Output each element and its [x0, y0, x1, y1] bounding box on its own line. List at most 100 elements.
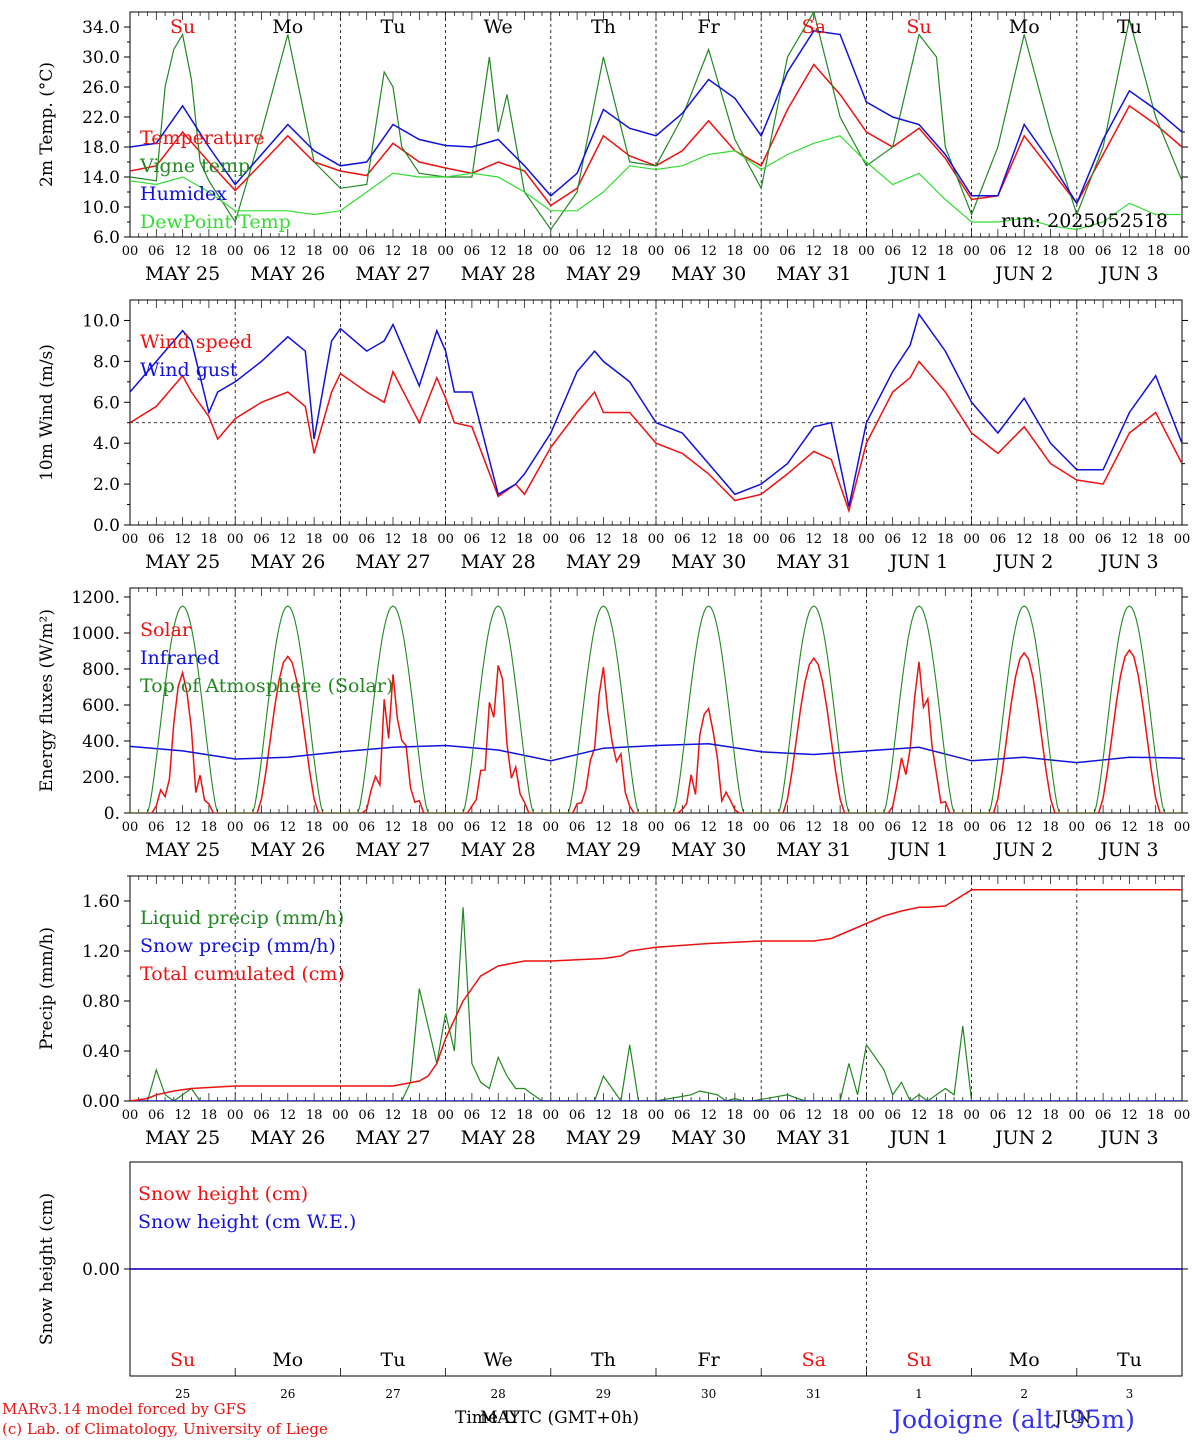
- hour-tick-label: 06: [464, 820, 481, 835]
- hour-tick-label: 06: [1095, 244, 1112, 259]
- y-tick-label: 14.0: [82, 168, 120, 188]
- date-label: MAY 29: [566, 839, 641, 861]
- legend-entry: Snow precip (mm/h): [140, 935, 336, 957]
- hour-tick-label: 12: [595, 1108, 612, 1123]
- y-tick-label: 200.: [82, 768, 120, 788]
- hour-tick-label: 06: [358, 1108, 375, 1123]
- date-label: MAY 30: [671, 263, 746, 285]
- panel-precip: 00 06 12 18 00 06 12 18 00 06 12 18 00 06 12 18 00 06 12 18…: [37, 875, 1190, 1149]
- hour-tick-label: 06: [1095, 532, 1112, 547]
- hour-tick-label: 06: [779, 820, 796, 835]
- date-label: JUN 2: [993, 839, 1053, 861]
- hour-tick-label: 00: [122, 1108, 139, 1123]
- hour-tick-label: 00: [227, 820, 244, 835]
- day-number-label: 26: [280, 1387, 295, 1401]
- date-label: MAY 27: [355, 263, 430, 285]
- hour-tick-label: 00: [437, 244, 454, 259]
- y-tick-label: 6.0: [93, 228, 120, 248]
- hour-tick-label: 18: [411, 532, 428, 547]
- weekday-label: Mo: [1009, 1349, 1040, 1371]
- hour-tick-label: 00: [332, 1108, 349, 1123]
- hour-tick-label: 12: [1016, 820, 1033, 835]
- hour-tick-label: 06: [253, 244, 270, 259]
- date-label: MAY 30: [671, 1127, 746, 1149]
- hour-tick-label: 06: [358, 532, 375, 547]
- hour-tick-label: 00: [963, 244, 980, 259]
- legend-entry: Total cumulated (cm): [140, 963, 345, 985]
- y-tick-label: 600.: [82, 696, 120, 716]
- hour-tick-label: 00: [963, 820, 980, 835]
- hour-tick-label: 06: [990, 244, 1007, 259]
- hour-tick-label: 00: [858, 532, 875, 547]
- hour-tick-label: 06: [990, 532, 1007, 547]
- hour-tick-label: 00: [543, 244, 560, 259]
- date-label: MAY 25: [145, 1127, 220, 1149]
- day-number-label: 31: [806, 1387, 821, 1401]
- panel-wind: 00 06 12 18 00 06 12 18 00 06 12 18 00 06 12 18 00 06 12 18…: [37, 299, 1190, 573]
- date-label: MAY 29: [566, 263, 641, 285]
- hour-tick-label: 06: [253, 532, 270, 547]
- date-label: MAY 28: [461, 551, 536, 573]
- hour-tick-label: 18: [306, 532, 323, 547]
- date-label: MAY 31: [776, 263, 851, 285]
- lab-credit: (c) Lab. of Climatology, University of L…: [2, 1420, 328, 1438]
- hour-tick-label: 12: [806, 820, 823, 835]
- hour-tick-label: 12: [490, 244, 507, 259]
- hour-tick-label: 12: [280, 532, 297, 547]
- hour-tick-label: 00: [122, 820, 139, 835]
- hour-tick-label: 06: [674, 244, 691, 259]
- hour-tick-label: 12: [911, 820, 928, 835]
- hour-tick-label: 06: [779, 244, 796, 259]
- hour-tick-label: 12: [385, 532, 402, 547]
- y-tick-label: 1.60: [82, 892, 120, 912]
- date-label: JUN 1: [888, 263, 948, 285]
- weekday-label: Th: [591, 16, 616, 38]
- hour-tick-label: 12: [700, 820, 717, 835]
- y-tick-label: 0.00: [82, 1092, 120, 1112]
- y-tick-label: 18.0: [82, 138, 120, 158]
- hour-tick-label: 12: [700, 1108, 717, 1123]
- series-line-solar: [130, 648, 1182, 813]
- hour-tick-label: 12: [911, 244, 928, 259]
- legend-entry: Snow height (cm W.E.): [138, 1211, 356, 1233]
- panel-frame: [129, 587, 1183, 814]
- y-tick-label: 1.20: [82, 942, 120, 962]
- hour-tick-label: 18: [832, 820, 849, 835]
- hour-tick-label: 00: [437, 532, 454, 547]
- hour-tick-label: 18: [937, 820, 954, 835]
- y-tick-label: 26.0: [82, 78, 120, 98]
- weekday-label: Tu: [381, 1349, 406, 1371]
- date-label: MAY 29: [566, 551, 641, 573]
- date-label: MAY 27: [355, 551, 430, 573]
- hour-tick-label: 06: [464, 1108, 481, 1123]
- model-credit: MARv3.14 model forced by GFS: [2, 1400, 246, 1418]
- day-number-label: 25: [175, 1387, 190, 1401]
- hour-tick-label: 00: [437, 1108, 454, 1123]
- hour-tick-label: 00: [858, 1108, 875, 1123]
- hour-tick-label: 18: [306, 244, 323, 259]
- hour-tick-label: 18: [201, 532, 218, 547]
- hour-tick-label: 06: [990, 1108, 1007, 1123]
- hour-tick-label: 18: [832, 1108, 849, 1123]
- hour-tick-label: 18: [727, 244, 744, 259]
- date-label: MAY 28: [461, 263, 536, 285]
- date-label: JUN 3: [1098, 839, 1158, 861]
- hour-tick-label: 00: [753, 532, 770, 547]
- hour-tick-label: 06: [148, 532, 165, 547]
- hour-tick-label: 06: [148, 244, 165, 259]
- hour-tick-label: 00: [543, 820, 560, 835]
- hour-tick-label: 06: [569, 532, 586, 547]
- hour-tick-label: 06: [1095, 820, 1112, 835]
- hour-tick-label: 12: [1016, 1108, 1033, 1123]
- hour-tick-label: 18: [1042, 532, 1059, 547]
- hour-tick-label: 18: [621, 1108, 638, 1123]
- weekday-label: Mo: [272, 16, 303, 38]
- weekday-label: Su: [906, 16, 931, 38]
- weekday-label: Tu: [1117, 16, 1142, 38]
- hour-tick-label: 18: [201, 820, 218, 835]
- hour-tick-label: 18: [621, 532, 638, 547]
- hour-tick-label: 06: [779, 532, 796, 547]
- hour-tick-label: 06: [674, 1108, 691, 1123]
- hour-tick-label: 18: [1042, 1108, 1059, 1123]
- hour-tick-label: 06: [569, 820, 586, 835]
